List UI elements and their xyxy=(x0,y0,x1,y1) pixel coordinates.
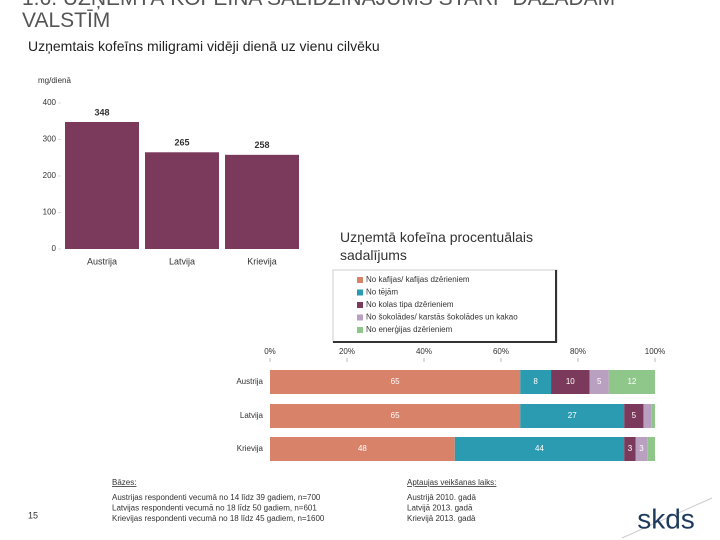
value-label: 48 xyxy=(358,444,367,453)
x-tick-label: 0% xyxy=(264,347,276,356)
x-tick-label: 20% xyxy=(339,347,355,356)
value-label: 2 xyxy=(655,411,660,420)
y-tick-label: 400 xyxy=(43,98,57,107)
legend-swatch xyxy=(357,327,363,333)
y-tick-label: Latvija xyxy=(240,411,264,420)
legend-swatch xyxy=(357,289,363,296)
value-label: 265 xyxy=(174,138,189,148)
y-tick-label: 200 xyxy=(43,171,57,180)
footer-text: Krievijā 2013. gadā xyxy=(407,514,476,523)
footer-heading: Bāzes: xyxy=(112,478,136,487)
chart-title: Uzņemtā kofeīna procentuālais sadalījums xyxy=(340,229,533,263)
subtitle: Uzņemtais kofeīns miligrami vidēji dienā… xyxy=(28,38,380,54)
footer-text: Latvijā 2013. gadā xyxy=(407,504,473,513)
bar-segment xyxy=(551,370,590,394)
value-label: 10 xyxy=(566,377,575,386)
legend-swatch xyxy=(357,277,363,283)
bar-segment xyxy=(651,404,655,428)
footer-text: Austrijas respondenti vecumā no 14 līdz … xyxy=(112,493,321,502)
x-tick-label: 100% xyxy=(645,347,665,356)
footer-text: Latvijas respondenti vecumā no 18 līdz 5… xyxy=(112,504,317,513)
title: 1.6. UZŅEMTĀ KOFEĪNA SALĪDZINĀJUMS STARP… xyxy=(22,0,615,32)
logo-line xyxy=(621,497,713,539)
legend-label: No enerģijas dzērieniem xyxy=(366,325,453,334)
y-tick-label: 0 xyxy=(52,244,57,253)
value-label: 5 xyxy=(632,411,637,420)
bar-segment xyxy=(608,370,655,394)
x-tick-label: Latvija xyxy=(169,256,195,266)
bar-segment xyxy=(589,370,609,394)
bar xyxy=(225,154,299,249)
bar-segment xyxy=(624,437,636,461)
legend-label: No šokolādes/ karstās šokolādes un kakao xyxy=(366,313,518,322)
value-label: 65 xyxy=(391,377,400,386)
bar-segment xyxy=(520,404,625,428)
bar xyxy=(65,121,139,249)
x-tick-label: 80% xyxy=(570,347,586,356)
y-tick-label: Austrija xyxy=(236,377,263,386)
y-tick-label: 300 xyxy=(43,135,57,144)
footer-text: Krievijas respondenti vecumā no 18 līdz … xyxy=(112,514,325,523)
value-label: 27 xyxy=(568,411,577,420)
footer-text: Austrijā 2010. gadā xyxy=(407,493,476,502)
legend-box xyxy=(332,269,558,343)
x-tick-label: 40% xyxy=(416,347,432,356)
value-label: 348 xyxy=(94,107,109,117)
x-tick-label: Krievija xyxy=(247,256,277,266)
x-tick-label: 60% xyxy=(493,347,509,356)
bar-segment xyxy=(624,404,644,428)
x-tick-label: Austrija xyxy=(87,256,117,266)
bar-segment xyxy=(270,370,521,394)
bar-segment xyxy=(643,404,652,428)
bar-segment xyxy=(520,370,552,394)
bar-segment xyxy=(647,437,655,461)
value-label: 258 xyxy=(254,140,269,150)
logo-bg xyxy=(622,508,712,538)
logo: skds xyxy=(637,503,695,534)
value-label: 8 xyxy=(533,377,538,386)
legend-label: No tējām xyxy=(366,288,398,297)
value-label: 12 xyxy=(627,377,636,386)
value-label: 2 xyxy=(660,444,665,453)
value-label: 5 xyxy=(597,377,602,386)
y-tick-label: 100 xyxy=(43,208,57,217)
legend-label: No kafijas/ kafijas dzērieniem xyxy=(366,275,470,284)
bar-segment xyxy=(635,437,648,461)
bar xyxy=(145,152,219,249)
value-label: 44 xyxy=(535,444,544,453)
y-axis-label: mg/dienā xyxy=(38,76,71,85)
legend-swatch xyxy=(357,302,363,308)
footer-heading: Aptaujas veikšanas laiks: xyxy=(407,478,496,487)
bar-segment xyxy=(454,437,625,461)
bar-segment xyxy=(270,404,521,428)
bar-segment xyxy=(270,437,455,461)
legend-swatch xyxy=(357,314,363,321)
value-label: 3 xyxy=(639,444,644,453)
page-number: 15 xyxy=(28,510,38,520)
value-label: 65 xyxy=(391,411,400,420)
value-label: 3 xyxy=(628,444,633,453)
value-label: 1 xyxy=(660,411,665,420)
y-tick-label: Krievija xyxy=(237,444,264,453)
legend-label: No kolas tipa dzērieniem xyxy=(366,300,454,309)
